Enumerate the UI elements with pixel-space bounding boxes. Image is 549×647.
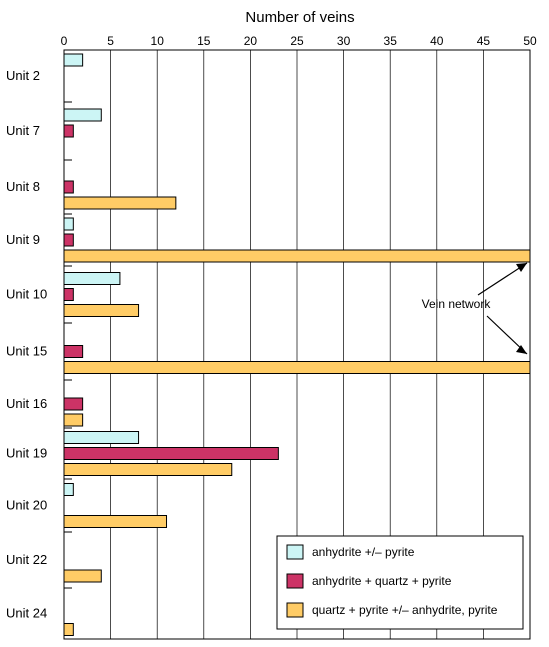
legend-swatch-2 <box>286 573 304 589</box>
bar-unit-16-series-2 <box>63 397 84 411</box>
x-tick-label-50: 50 <box>523 34 537 48</box>
category-label-unit-16: Unit 16 <box>6 396 47 411</box>
legend-label-1: anhydrite +/– pyrite <box>312 545 415 559</box>
vein-network-annotation: Vein network <box>422 262 528 355</box>
bar-unit-16-series-3 <box>63 413 84 427</box>
category-label-unit-19: Unit 19 <box>6 446 47 461</box>
arrowhead-unit-15 <box>516 345 527 354</box>
x-tick-label-30: 30 <box>337 34 351 48</box>
bar-unit-10-series-3 <box>63 304 140 317</box>
category-label-unit-10: Unit 10 <box>6 287 47 302</box>
bar-unit-10-series-2 <box>63 288 74 301</box>
bar-unit-8-series-2 <box>63 180 74 194</box>
bar-unit-15-series-3 <box>63 361 531 374</box>
bar-unit-20-series-1 <box>63 483 74 496</box>
unit-separators <box>64 101 72 589</box>
bar-unit-7-series-2 <box>63 124 74 138</box>
legend-label-2: anhydrite + quartz + pyrite <box>312 574 452 588</box>
legend-box <box>276 535 524 630</box>
category-label-unit-15: Unit 15 <box>6 344 47 359</box>
arrowhead-unit-9 <box>516 263 527 272</box>
bar-unit-2-series-1 <box>63 53 84 67</box>
x-tick-label-45: 45 <box>477 34 491 48</box>
legend-swatch-1 <box>286 544 304 560</box>
bar-unit-19-series-1 <box>63 431 140 444</box>
x-tick-label-40: 40 <box>430 34 444 48</box>
x-tick-label-15: 15 <box>197 34 211 48</box>
bar-unit-24-series-3 <box>63 623 74 636</box>
x-tick-label-5: 5 <box>107 34 114 48</box>
bar-unit-9-series-3 <box>63 249 531 263</box>
x-tick-label-20: 20 <box>244 34 258 48</box>
category-label-unit-2: Unit 2 <box>6 68 40 83</box>
category-labels: Unit 2 Unit 7 Unit 8 Unit 9 Unit 10 Unit 15 Un… <box>6 68 47 621</box>
bar-unit-10-series-1 <box>63 272 121 285</box>
plot-frame <box>63 49 531 640</box>
x-tick-label-25: 25 <box>290 34 304 48</box>
bar-unit-22-series-3 <box>63 569 102 583</box>
category-label-unit-7: Unit 7 <box>6 123 40 138</box>
bar-unit-9-series-2 <box>63 233 74 247</box>
bar-unit-7-series-1 <box>63 108 102 122</box>
legend: anhydrite +/– pyrite anhydrite + quartz +… <box>276 535 524 630</box>
bar-unit-8-series-3 <box>63 196 177 210</box>
legend-label-3: quartz + pyrite +/– anhydrite, pyrite <box>312 603 498 617</box>
category-label-unit-8: Unit 8 <box>6 179 40 194</box>
bar-unit-19-series-2 <box>63 447 279 460</box>
annotation-label: Vein network <box>422 297 492 311</box>
x-tick-label-0: 0 <box>61 34 68 48</box>
bar-unit-19-series-3 <box>63 463 233 476</box>
x-axis-title: Number of veins <box>245 9 354 26</box>
bar-unit-9-series-1 <box>63 217 74 231</box>
bar-unit-15-series-2 <box>63 345 84 358</box>
category-label-unit-24: Unit 24 <box>6 606 47 621</box>
category-label-unit-9: Unit 9 <box>6 232 40 247</box>
x-tick-labels: 0 5 10 15 20 25 30 35 40 45 50 <box>61 34 537 48</box>
x-tick-label-35: 35 <box>384 34 398 48</box>
category-label-unit-22: Unit 22 <box>6 552 47 567</box>
bar-unit-20-series-3 <box>63 515 168 528</box>
legend-swatch-3 <box>286 602 304 618</box>
x-tick-label-10: 10 <box>151 34 165 48</box>
category-label-unit-20: Unit 20 <box>6 498 47 513</box>
